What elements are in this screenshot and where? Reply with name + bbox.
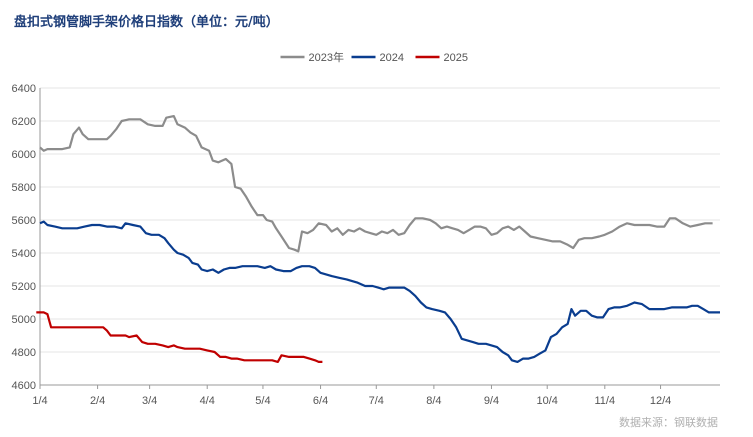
series-line-1 — [39, 220, 720, 363]
x-tick-label: 3/4 — [142, 395, 157, 407]
y-axis: 4600 4800 5000 5200 5400 5600 5800 6000 6200 6400 — [12, 83, 41, 392]
series-line-0 — [39, 115, 713, 253]
y-tick-label: 4600 — [12, 380, 36, 392]
y-tick-label: 5400 — [12, 248, 36, 260]
series-line-2 — [36, 311, 323, 363]
y-tick-label: 5800 — [12, 182, 36, 194]
x-tick-label: 6/4 — [313, 395, 328, 407]
x-tick-label: 1/4 — [32, 395, 47, 407]
y-tick-label: 5600 — [12, 215, 36, 227]
x-axis: 1/4 2/4 3/4 4/4 5/4 6/4 7/4 8/4 9/4 10/4 11/4 12/4 — [32, 384, 720, 407]
x-tick-label: 11/4 — [595, 395, 616, 407]
x-tick-label: 5/4 — [255, 395, 270, 407]
y-tick-label: 6000 — [12, 149, 36, 161]
y-tick-label: 5200 — [12, 281, 36, 293]
chart-legend: 2023年 2024 2025 — [280, 50, 468, 64]
legend-label: 2025 — [444, 52, 468, 64]
x-tick-label: 10/4 — [537, 395, 558, 407]
legend-label: 2023年 — [309, 50, 344, 64]
y-tick-label: 5000 — [12, 314, 36, 326]
y-tick-label: 6400 — [12, 83, 36, 95]
x-tick-label: 12/4 — [650, 395, 671, 407]
legend-label: 2024 — [380, 52, 404, 64]
series-lines — [36, 115, 720, 363]
grid-lines — [40, 87, 720, 353]
x-tick-label: 8/4 — [426, 395, 441, 407]
source-note: 数据来源：钢联数据 — [619, 415, 718, 429]
chart-title: 盘扣式钢管脚手架价格日指数（单位：元/吨） — [14, 14, 279, 30]
x-tick-label: 9/4 — [484, 395, 499, 407]
x-tick-label: 2/4 — [90, 395, 105, 407]
x-tick-label: 7/4 — [369, 395, 384, 407]
x-tick-label: 4/4 — [200, 395, 215, 407]
y-tick-label: 4800 — [12, 347, 36, 359]
y-tick-label: 6200 — [12, 116, 36, 128]
